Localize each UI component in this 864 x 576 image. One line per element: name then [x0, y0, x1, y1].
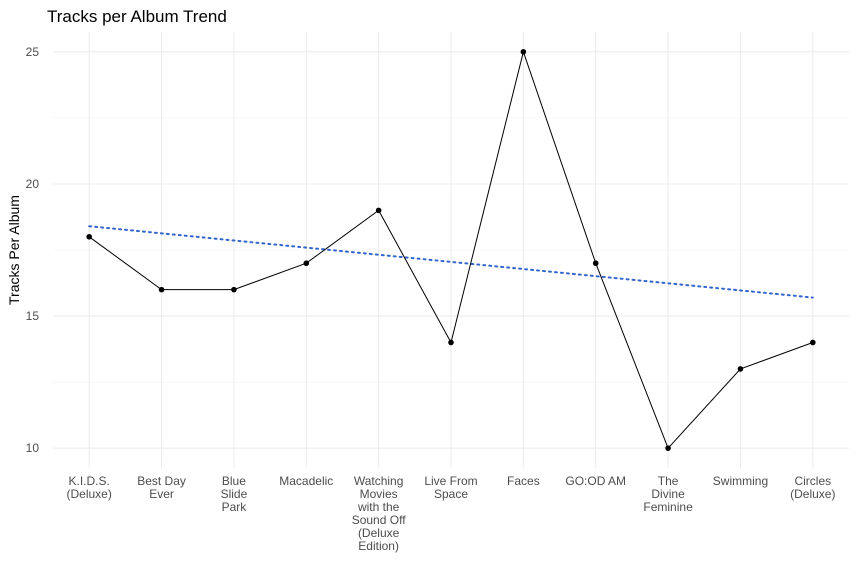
x-tick-label: The Divine Feminine [643, 474, 693, 514]
y-tick-label: 15 [26, 309, 40, 323]
data-point [448, 339, 454, 346]
data-point [303, 260, 310, 267]
y-tick-label: 25 [26, 45, 40, 59]
chart-title: Tracks per Album Trend [47, 7, 227, 26]
data-point [375, 207, 382, 214]
y-tick-label: 10 [26, 441, 40, 455]
x-tick-label: Blue Slide Park [220, 474, 248, 514]
y-axis-label: Tracks Per Album [6, 195, 22, 305]
x-tick-label: Faces [507, 474, 540, 488]
data-point [810, 339, 816, 346]
x-tick-label: Circles (Deluxe) [790, 474, 836, 501]
x-tick-label: GO:OD AM [565, 474, 627, 488]
x-tick-label: Best Day Ever [137, 474, 186, 501]
data-point [86, 233, 92, 240]
data-point [231, 286, 237, 293]
x-tick-label: K.I.D.S. (Deluxe) [66, 474, 112, 501]
trend-line [88, 225, 814, 299]
y-tick-label: 20 [26, 177, 40, 191]
x-tick-label: Live From Space [424, 474, 478, 501]
data-point [592, 260, 599, 267]
data-point [158, 286, 165, 293]
data-point [665, 445, 671, 451]
data-point [520, 49, 527, 55]
x-tick-label: Swimming [712, 474, 769, 488]
x-tick-label: Watching Movies with the Sound Off (Delu… [351, 474, 406, 553]
data-point [737, 366, 744, 372]
x-tick-label: Macadelic [279, 474, 334, 488]
